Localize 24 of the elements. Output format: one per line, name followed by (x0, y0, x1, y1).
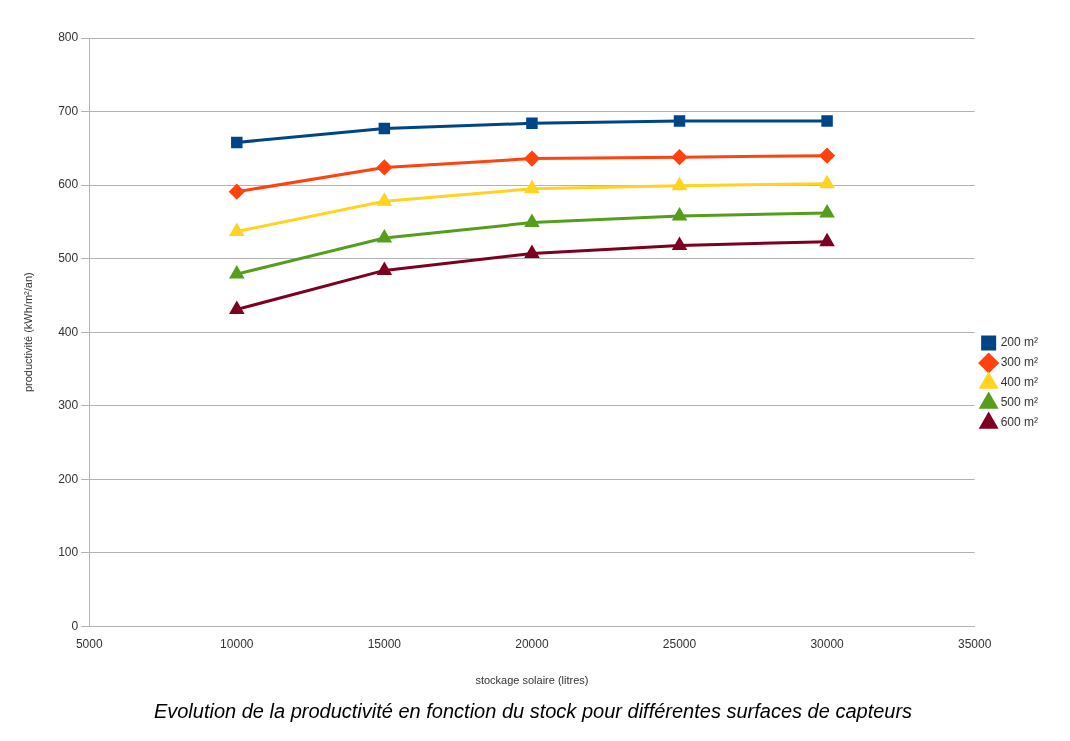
y-tick-label: 700 (58, 103, 79, 118)
x-tick-label: 35000 (957, 636, 992, 651)
x-tick-label: 10000 (220, 636, 254, 651)
y-tick-label: 200 (58, 471, 79, 486)
y-tick-label: 500 (58, 250, 79, 265)
legend-label: 200 m² (1000, 335, 1039, 350)
x-tick-label: 25000 (662, 636, 697, 651)
y-tick-label: 300 (58, 398, 79, 413)
text: Evolution de la productivité en fonction du stock pour différentes surfaces de capteurs (153, 699, 913, 722)
x-tick-label: 20000 (515, 636, 549, 651)
legend-label: 300 m² (1000, 355, 1039, 370)
x-tick-label: 15000 (367, 636, 402, 651)
y-tick-label: 400 (58, 324, 79, 339)
y-tick-label: 600 (58, 177, 79, 192)
legend-label: 500 m² (1000, 395, 1039, 410)
legend-label: 600 m² (1000, 415, 1039, 430)
y-tick-label: 0 (71, 618, 79, 633)
x-axis-title: stockage solaire (litres) (475, 674, 589, 687)
y-axis-title: productivité (kWh/m²/an) (21, 272, 34, 393)
x-tick-label: 30000 (810, 636, 845, 651)
x-tick-label: 5000 (75, 636, 103, 651)
y-tick-label: 100 (58, 545, 79, 560)
legend-label: 400 m² (1000, 375, 1039, 390)
y-tick-label: 800 (58, 30, 79, 45)
